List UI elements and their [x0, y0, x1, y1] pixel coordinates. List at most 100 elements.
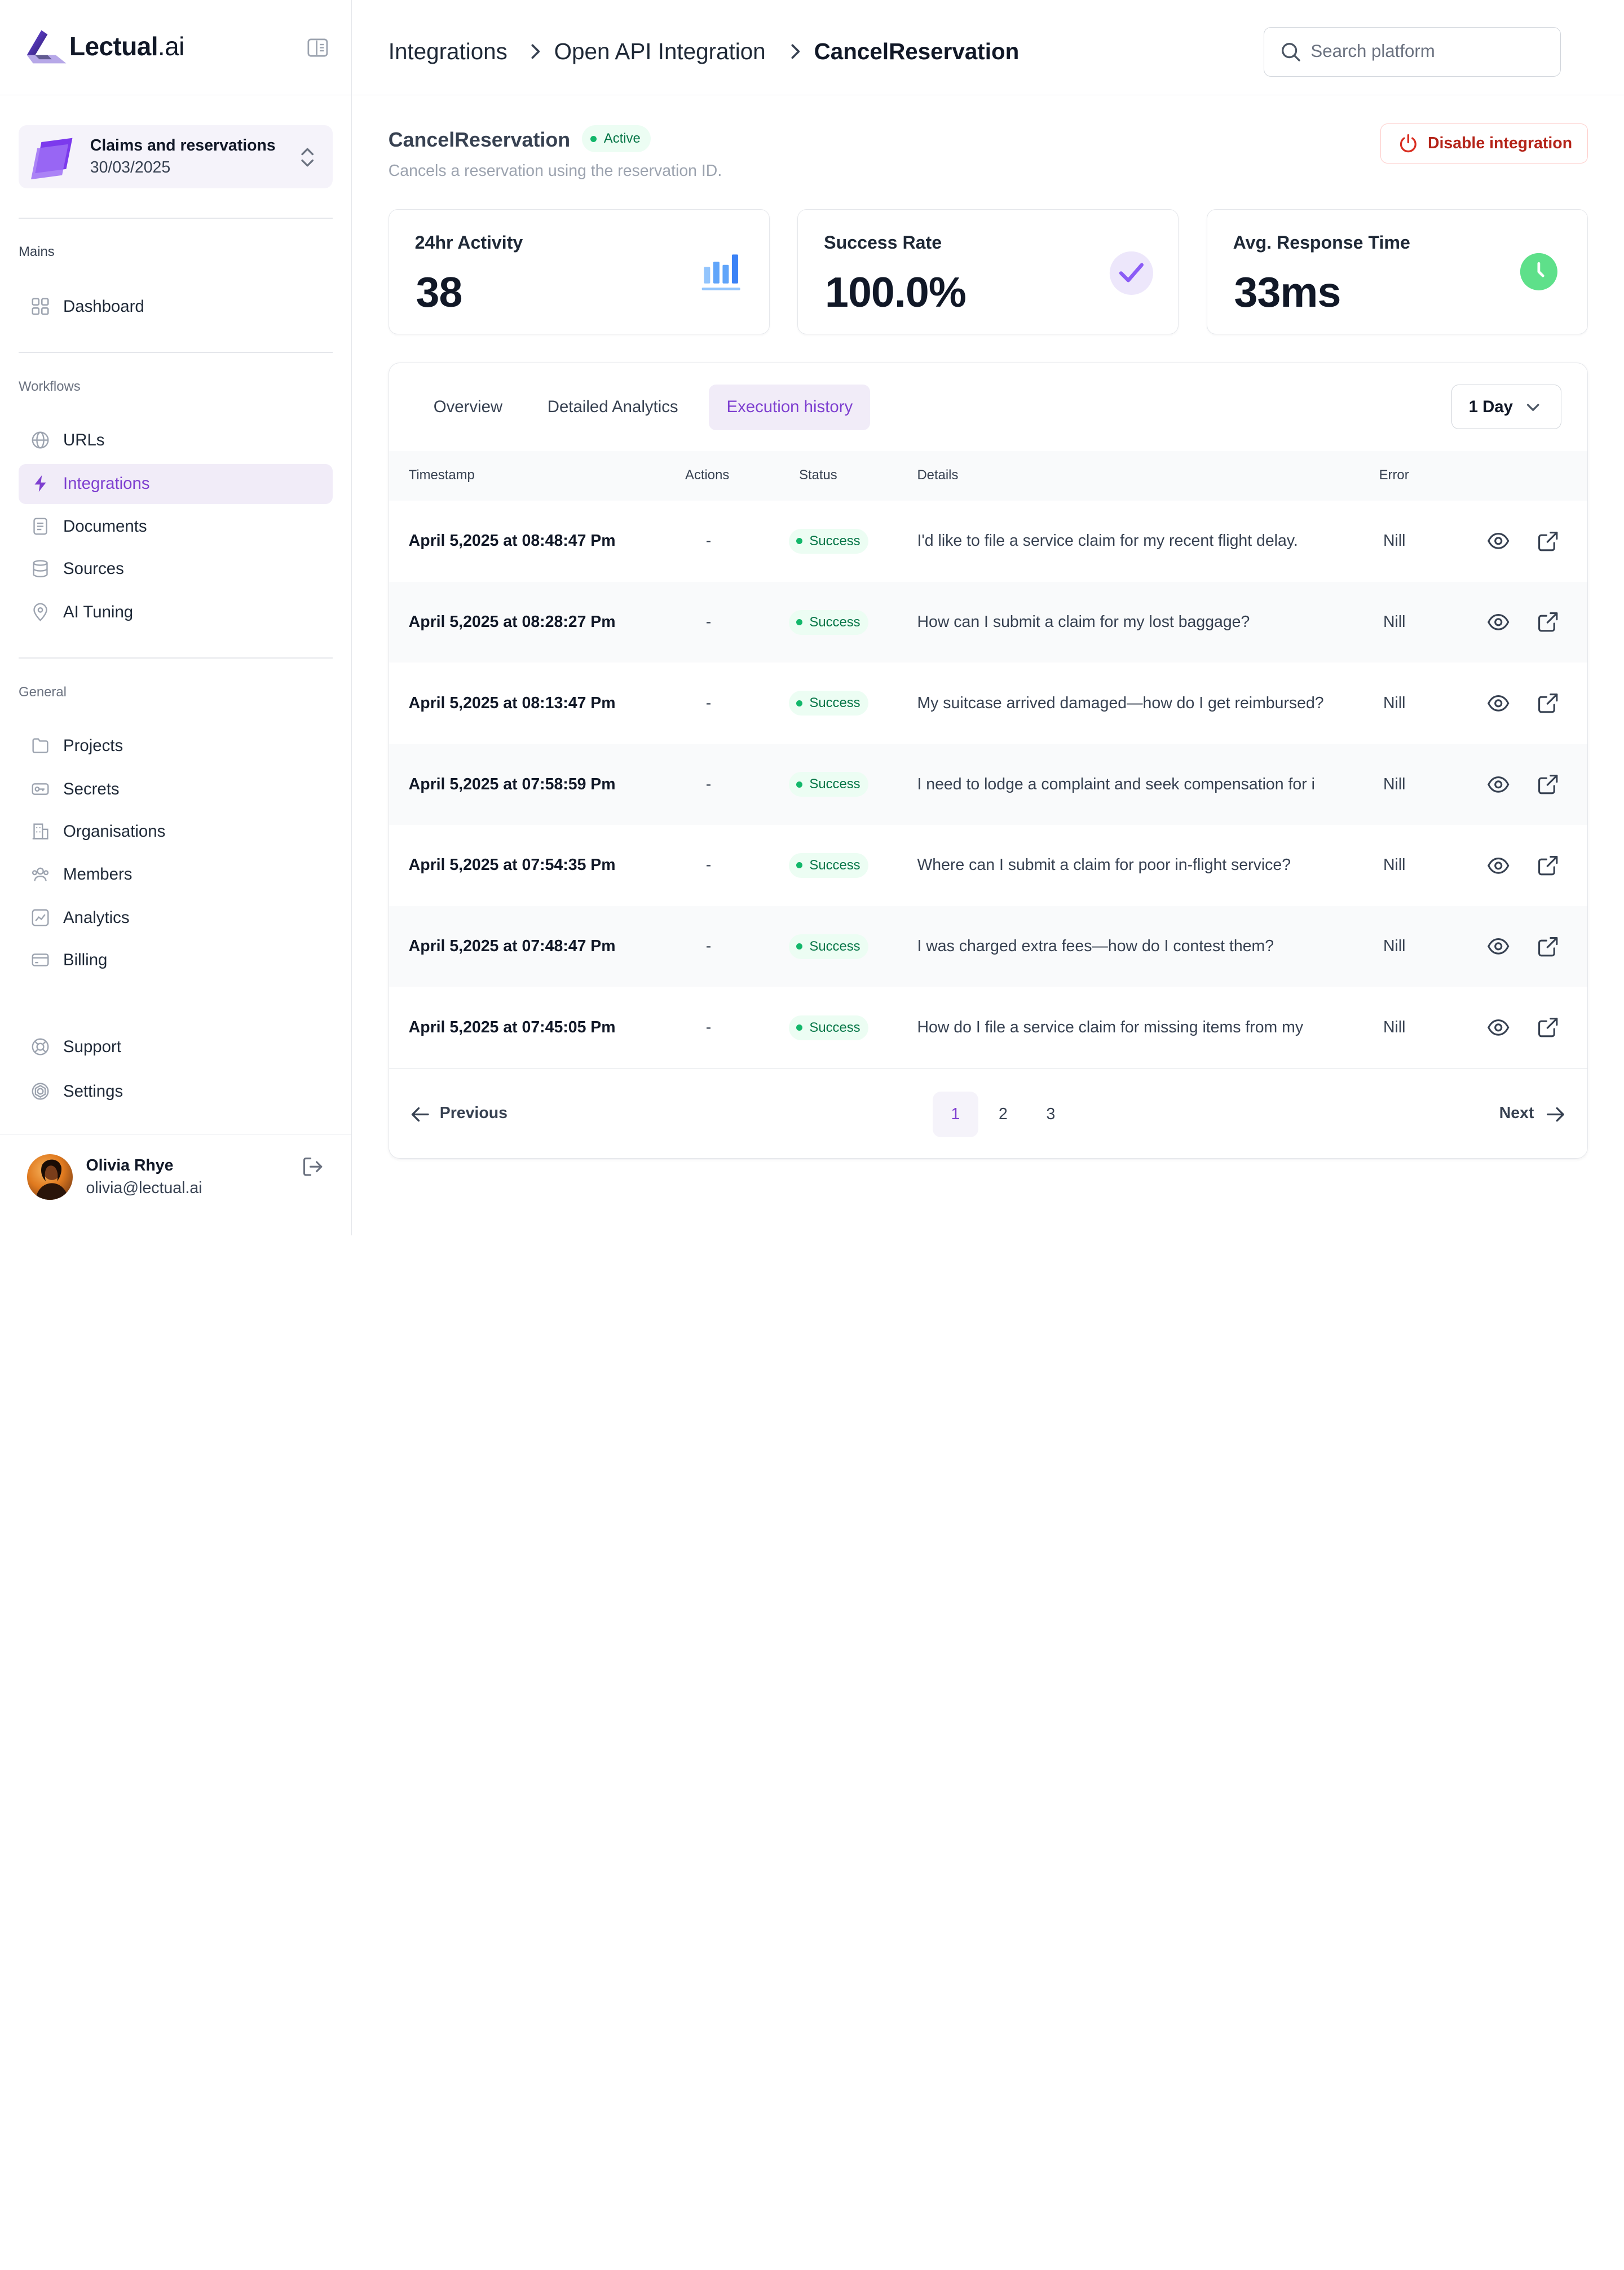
tab-execution-history[interactable]: Execution history [709, 385, 871, 431]
workspace-icon [31, 138, 73, 179]
stat-title: 24hr Activity [414, 232, 523, 253]
row-details: How do I file a service claim for missin… [917, 1018, 1304, 1037]
row-details: I need to lodge a complaint and seek com… [917, 775, 1315, 793]
globe-icon [32, 431, 49, 449]
page-3-button[interactable]: 3 [1046, 1105, 1056, 1124]
search-input[interactable] [1310, 38, 1549, 65]
database-icon [33, 559, 48, 577]
lifebuoy-icon [32, 1038, 49, 1055]
table-row[interactable]: April 5,2025 at 08:28:27 Pm - Success How c… [389, 581, 1587, 663]
power-icon [1400, 134, 1416, 153]
view-icon[interactable] [1487, 1017, 1510, 1038]
workspace-date: 30/03/2025 [90, 158, 171, 176]
sidebar-item-documents[interactable]: Documents [19, 506, 333, 547]
sidebar-item-label: Secrets [63, 780, 120, 799]
view-icon[interactable] [1487, 774, 1510, 795]
open-external-icon[interactable] [1537, 692, 1559, 714]
disable-integration-label: Disable integration [1427, 134, 1573, 152]
table-row[interactable]: April 5,2025 at 08:13:47 Pm - Success My su… [389, 663, 1587, 744]
sidebar-item-label: Sources [63, 559, 124, 578]
previous-button[interactable]: Previous [439, 1104, 508, 1123]
time-range-value: 1 Day [1468, 398, 1513, 417]
tab-overview[interactable]: Overview [433, 398, 503, 417]
avatar[interactable] [27, 1154, 73, 1200]
workspace-name: Claims and reservations [90, 136, 276, 155]
status-badge: Success [788, 528, 869, 554]
section-label-general: General [19, 684, 67, 700]
chevron-up-down-icon[interactable] [296, 145, 319, 170]
sidebar-item-billing[interactable]: Billing [19, 940, 333, 981]
search-box[interactable] [1263, 27, 1561, 77]
sidebar-item-organisations[interactable]: Organisations [19, 812, 333, 853]
sidebar-item-analytics[interactable]: Analytics [19, 898, 333, 938]
disable-integration-button[interactable]: Disable integration [1380, 123, 1588, 164]
sidebar-item-urls[interactable]: URLs [19, 421, 333, 461]
page-2-button[interactable]: 2 [998, 1105, 1008, 1124]
page-1-button[interactable]: 1 [933, 1092, 978, 1137]
row-error: Nill [1383, 937, 1406, 956]
workspace-switcher[interactable]: Claims and reservations 30/03/2025 [19, 125, 333, 189]
column-header-timestamp: Timestamp [408, 467, 475, 483]
table-row[interactable]: April 5,2025 at 07:54:35 Pm - Success Where… [389, 825, 1587, 906]
sidebar-item-dashboard[interactable]: Dashboard [19, 287, 333, 328]
document-icon [33, 518, 47, 535]
open-external-icon[interactable] [1537, 1016, 1559, 1039]
stat-value: 33ms [1234, 268, 1341, 316]
breadcrumb-item[interactable]: Integrations [388, 38, 508, 64]
open-external-icon[interactable] [1537, 530, 1559, 553]
row-error: Nill [1383, 694, 1406, 712]
row-details: I'd like to file a service claim for my … [917, 532, 1298, 550]
table-row[interactable]: April 5,2025 at 07:45:05 Pm - Success How d… [389, 987, 1587, 1068]
open-external-icon[interactable] [1537, 854, 1559, 877]
open-external-icon[interactable] [1537, 935, 1559, 958]
row-timestamp: April 5,2025 at 07:48:47 Pm [408, 937, 616, 956]
tuning-pin-icon [33, 603, 47, 621]
sidebar-collapse-icon[interactable] [307, 38, 328, 57]
execution-panel: Overview Detailed Analytics Execution hi… [388, 362, 1588, 1159]
table-row[interactable]: April 5,2025 at 07:48:47 Pm - Success I was… [389, 906, 1587, 987]
view-icon[interactable] [1487, 693, 1510, 714]
grid-icon [32, 298, 49, 315]
logout-icon[interactable] [301, 1155, 324, 1178]
stat-title: Avg. Response Time [1233, 232, 1410, 253]
status-badge: Success [788, 1015, 869, 1040]
breadcrumb-item[interactable]: Open API Integration [554, 38, 766, 64]
time-range-select[interactable]: 1 Day [1451, 385, 1561, 430]
table-row[interactable]: April 5,2025 at 08:48:47 Pm - Success I'd l… [389, 501, 1587, 581]
open-external-icon[interactable] [1537, 611, 1559, 633]
table-row[interactable]: April 5,2025 at 07:58:59 Pm - Success I nee… [389, 744, 1587, 825]
view-icon[interactable] [1487, 855, 1510, 876]
row-timestamp: April 5,2025 at 07:54:35 Pm [408, 856, 616, 875]
open-external-icon[interactable] [1537, 773, 1559, 796]
lectual-logo-icon [27, 30, 67, 64]
view-icon[interactable] [1487, 612, 1510, 633]
sidebar: Lectual.ai Claims and reservations 30/03… [0, 0, 352, 1236]
row-timestamp: April 5,2025 at 08:48:47 Pm [408, 532, 616, 550]
sidebar-item-support[interactable]: Support [19, 1027, 333, 1068]
folder-icon [32, 738, 48, 753]
section-label-workflows: Workflows [19, 379, 81, 395]
view-icon[interactable] [1487, 936, 1510, 957]
sidebar-item-label: URLs [63, 431, 105, 450]
arrow-right-icon [1547, 1107, 1565, 1122]
row-error: Nill [1383, 1018, 1406, 1037]
row-error: Nill [1383, 856, 1406, 875]
breadcrumb-current: CancelReservation [814, 38, 1020, 64]
sidebar-item-ai-tuning[interactable]: AI Tuning [19, 593, 333, 633]
key-icon [32, 783, 49, 795]
row-error: Nill [1383, 613, 1406, 631]
next-button[interactable]: Next [1499, 1104, 1534, 1123]
row-error: Nill [1383, 775, 1406, 793]
sidebar-item-integrations[interactable]: Integrations [19, 463, 333, 505]
pagination: Previous 1 2 3 Next [389, 1068, 1587, 1159]
sidebar-item-projects[interactable]: Projects [19, 726, 333, 767]
view-icon[interactable] [1487, 531, 1510, 551]
chevron-right-icon [531, 44, 540, 59]
row-actions: - [705, 856, 712, 875]
sidebar-item-sources[interactable]: Sources [19, 549, 333, 589]
stat-card-success-rate: Success Rate 100.0% [797, 209, 1179, 335]
tab-detailed-analytics[interactable]: Detailed Analytics [547, 398, 678, 417]
sidebar-item-secrets[interactable]: Secrets [19, 770, 333, 810]
sidebar-item-members[interactable]: Members [19, 854, 333, 895]
sidebar-item-settings[interactable]: Settings [19, 1072, 333, 1112]
